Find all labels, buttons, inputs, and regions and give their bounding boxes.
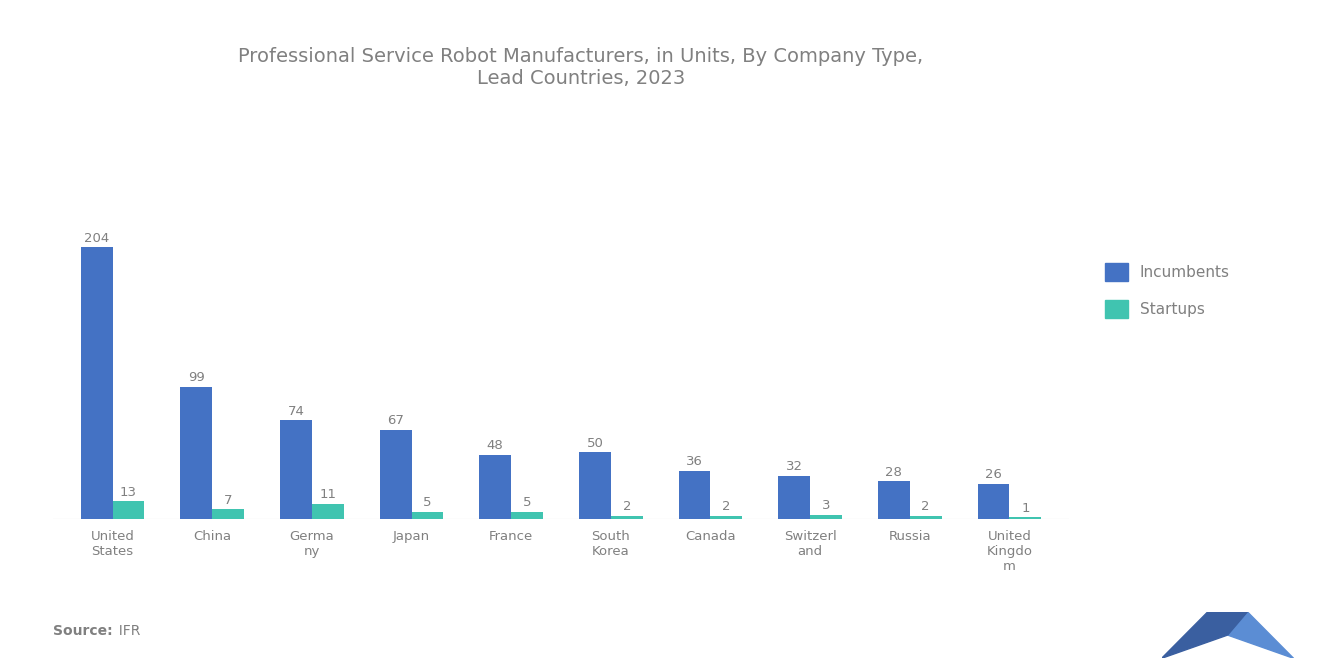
Bar: [112, 501, 144, 519]
Text: 2: 2: [921, 500, 931, 513]
Bar: [878, 481, 909, 519]
Text: Professional Service Robot Manufacturers, in Units, By Company Type,
Lead Countr: Professional Service Robot Manufacturers…: [238, 47, 924, 88]
Text: 3: 3: [822, 499, 830, 512]
Bar: [380, 430, 412, 519]
Bar: [479, 455, 511, 519]
Text: 26: 26: [985, 468, 1002, 481]
Text: 1: 1: [1022, 501, 1030, 515]
Text: 7: 7: [224, 493, 232, 507]
Bar: [810, 515, 842, 519]
Text: 13: 13: [120, 485, 137, 499]
Text: 36: 36: [686, 455, 704, 468]
Legend: Incumbents, Startups: Incumbents, Startups: [1097, 255, 1238, 326]
Bar: [213, 509, 244, 519]
Polygon shape: [1208, 612, 1247, 635]
Text: Source:: Source:: [53, 624, 112, 638]
Text: 5: 5: [523, 496, 532, 509]
Bar: [412, 512, 444, 519]
Bar: [280, 420, 312, 519]
Text: 50: 50: [586, 436, 603, 450]
Bar: [579, 452, 611, 519]
Text: 74: 74: [288, 404, 305, 418]
Text: 11: 11: [319, 488, 337, 501]
Text: 5: 5: [424, 496, 432, 509]
Bar: [181, 387, 213, 519]
Text: 2: 2: [722, 500, 731, 513]
Bar: [511, 512, 543, 519]
Bar: [678, 471, 710, 519]
Text: 28: 28: [886, 465, 903, 479]
Bar: [978, 484, 1010, 519]
Bar: [909, 516, 941, 519]
Bar: [312, 504, 343, 519]
Bar: [81, 247, 112, 519]
Bar: [779, 476, 810, 519]
Text: 99: 99: [187, 371, 205, 384]
Text: 32: 32: [785, 460, 803, 473]
Bar: [611, 516, 643, 519]
Bar: [1010, 517, 1041, 519]
Text: 2: 2: [623, 500, 631, 513]
Polygon shape: [1228, 612, 1294, 658]
Text: 67: 67: [387, 414, 404, 427]
Bar: [710, 516, 742, 519]
Text: 48: 48: [487, 439, 504, 452]
Text: 204: 204: [84, 231, 110, 245]
Text: IFR: IFR: [110, 624, 140, 638]
Polygon shape: [1162, 612, 1228, 658]
